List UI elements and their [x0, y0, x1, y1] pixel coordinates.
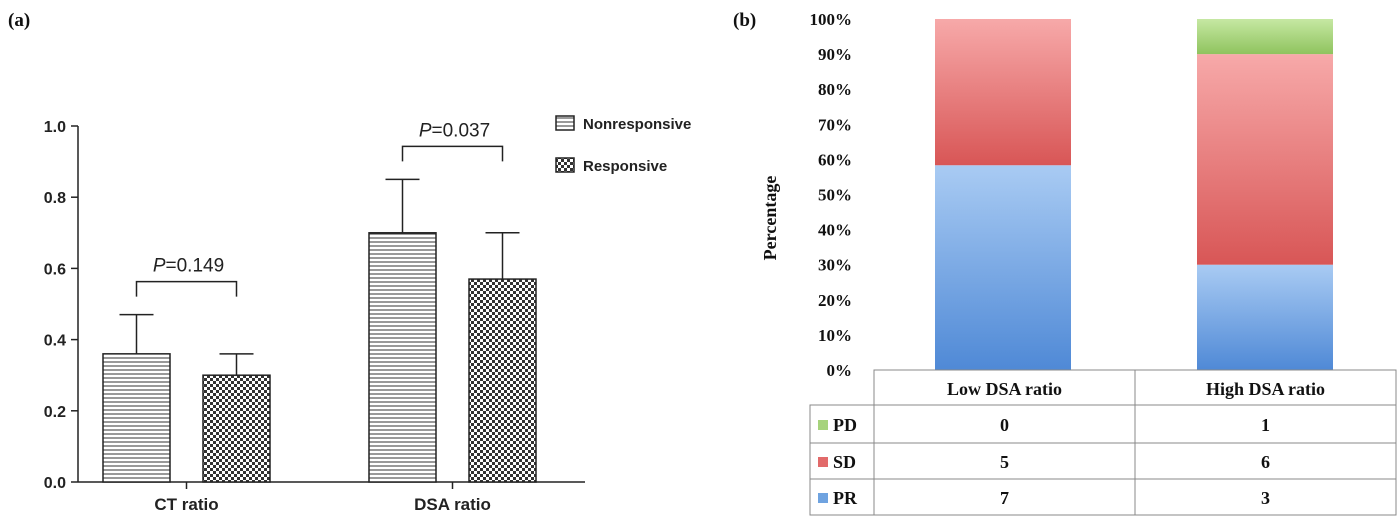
- y-tick-label: 50%: [818, 186, 852, 205]
- legend-swatch-nonresponsive: [555, 115, 575, 131]
- panel-a-legend: Nonresponsive Responsive: [555, 115, 691, 175]
- table-legend-swatch-pr: [818, 493, 828, 503]
- y-tick-label: 60%: [818, 150, 852, 169]
- panel-b: (b) Percentage 0% 10% 20% 30% 40% 50% 60% 70% 80…: [733, 10, 1397, 516]
- x-category-label: DSA ratio: [414, 495, 491, 514]
- x-category-label: CT ratio: [154, 495, 218, 514]
- table-value-cell: 3: [1261, 488, 1270, 508]
- stacked-segment-pr: [935, 165, 1071, 370]
- panel-b-data-table: Low DSA ratio High DSA ratio PD 0 1 SD 5 6 PR 7 3: [809, 369, 1397, 516]
- panel-b-bars: [935, 19, 1333, 370]
- y-tick-label: 0.8: [44, 190, 66, 207]
- p-value-text: =0.149: [166, 256, 225, 277]
- panel-b-axes: 0% 10% 20% 30% 40% 50% 60% 70% 80% 90% 100%: [810, 10, 853, 380]
- stacked-segment-pd: [1197, 19, 1333, 55]
- table-legend-swatch-pd: [818, 420, 828, 430]
- table-value-cell: 7: [1000, 488, 1009, 508]
- significance-bracket: [135, 280, 238, 297]
- y-tick-label: 0.2: [44, 404, 66, 421]
- y-tick-label: 0.6: [44, 261, 66, 278]
- y-tick-label: 0%: [827, 361, 853, 380]
- y-tick-label: 20%: [818, 291, 852, 310]
- table-value-cell: 1: [1261, 415, 1270, 435]
- legend-label-nonresponsive: Nonresponsive: [583, 116, 691, 133]
- panel-b-label: (b): [733, 10, 756, 31]
- table-row-label: PD: [833, 415, 857, 435]
- y-tick-label: 0.0: [44, 475, 66, 492]
- stacked-segment-sd: [935, 19, 1071, 166]
- panel-b-ylabel: Percentage: [760, 176, 780, 261]
- bar-nonresponsive: [368, 232, 437, 483]
- stacked-segment-pr: [1197, 264, 1333, 370]
- panel-a-bars: [102, 178, 537, 483]
- y-tick-label: 1.0: [44, 119, 66, 136]
- table-value-cell: 0: [1000, 415, 1009, 435]
- y-tick-label: 70%: [818, 115, 852, 134]
- table-header-cell: Low DSA ratio: [947, 379, 1062, 399]
- panel-a: (a) 0.00.20.40.60.81.0CT ratio DSA ratio …: [8, 10, 691, 514]
- stacked-segment-sd: [1197, 54, 1333, 265]
- y-tick-label: 80%: [818, 80, 852, 99]
- table-value-cell: 5: [1000, 452, 1009, 472]
- bar-responsive: [468, 278, 537, 483]
- table-body-border: [809, 404, 1397, 516]
- significance-bracket: [401, 145, 504, 162]
- p-value-label: P=0.037: [419, 120, 490, 141]
- legend-label-responsive: Responsive: [583, 158, 667, 175]
- table-row-label: SD: [833, 452, 856, 472]
- p-value-prefix: P: [153, 256, 166, 277]
- y-tick-label: 0.4: [44, 333, 66, 350]
- y-tick-label: 100%: [810, 10, 853, 29]
- y-tick-label: 90%: [818, 45, 852, 64]
- y-tick-label: 40%: [818, 221, 852, 240]
- table-legend-swatch-sd: [818, 457, 828, 467]
- legend-swatch-responsive: [555, 157, 575, 173]
- y-tick-label: 30%: [818, 256, 852, 275]
- table-row-label: PR: [833, 488, 858, 508]
- table-header-cell: High DSA ratio: [1206, 379, 1325, 399]
- p-value-text: =0.037: [432, 120, 491, 141]
- p-value-prefix: P: [419, 120, 432, 141]
- p-value-label: P=0.149: [153, 256, 224, 277]
- panel-a-label: (a): [8, 10, 30, 31]
- table-value-cell: 6: [1261, 452, 1270, 472]
- bar-nonresponsive: [102, 353, 171, 483]
- bar-responsive: [202, 374, 271, 483]
- y-tick-label: 10%: [818, 326, 852, 345]
